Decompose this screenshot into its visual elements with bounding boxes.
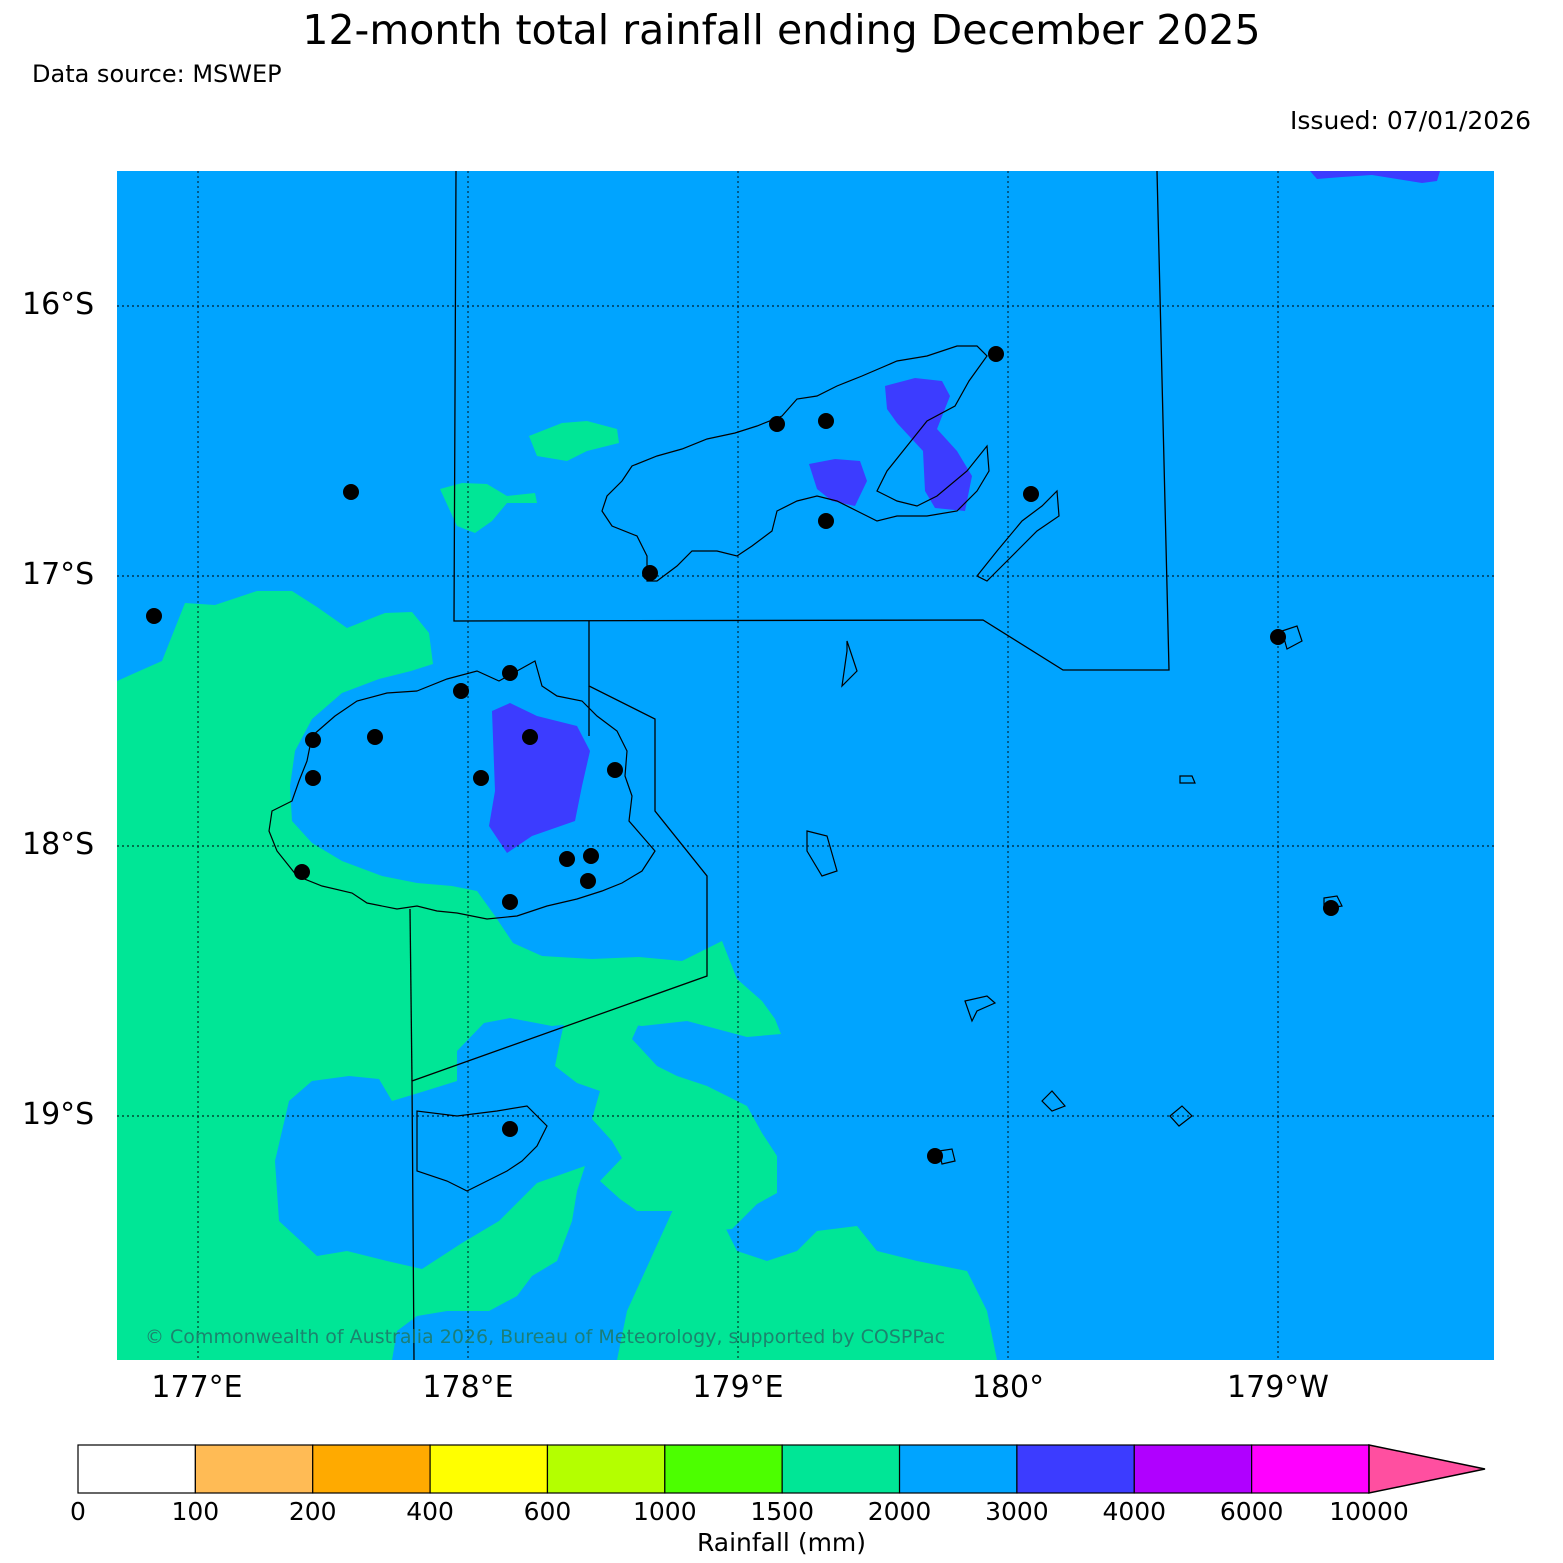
station-dot-icon: [473, 770, 489, 786]
station-dot-icon: [988, 346, 1004, 362]
station-dot-icon: [642, 565, 658, 581]
lon-label-178e: 178°E: [422, 1370, 514, 1405]
rainfall-zone-1500-2000-north-a: [529, 421, 619, 461]
boundary-line-icon: [409, 171, 1170, 1360]
colorbar-segment: [1133, 1444, 1253, 1494]
rainfall-zone-3000-4000-ne: [1310, 171, 1440, 183]
colorbar-tick-label: 600: [523, 1497, 572, 1526]
lat-label-18s: 18°S: [22, 827, 95, 862]
lon-label-179w: 179°W: [1227, 1370, 1329, 1405]
copyright-notice: © Commonwealth of Australia 2026, Bureau…: [145, 1326, 946, 1348]
lon-label-180: 180°: [971, 1370, 1045, 1405]
colorbar-tick-label: 1000: [633, 1497, 697, 1526]
rainfall-zone-2000-3000: [117, 171, 1494, 1360]
station-dot-icon: [294, 864, 310, 880]
lat-label-19s: 19°S: [22, 1097, 95, 1132]
station-dot-icon: [818, 413, 834, 429]
colorbar: [77, 1444, 1486, 1494]
station-dot-icon: [146, 608, 162, 624]
map-title: 12-month total rainfall ending December …: [302, 6, 1261, 54]
rainfall-zone-1500-2000-se: [617, 1171, 997, 1360]
issued-date: Issued: 07/01/2026: [1290, 106, 1531, 135]
station-dot-icon: [453, 683, 469, 699]
colorbar-segment: [312, 1444, 431, 1494]
station-dot-icon: [583, 848, 599, 864]
colorbar-segment: [1251, 1444, 1370, 1494]
rainfall-zone-1500-2000-west: [117, 591, 781, 1360]
rainfall-zone-1500-2000-south: [555, 971, 777, 1231]
station-dot-icon: [769, 416, 785, 432]
colorbar-tick-label: 4000: [1102, 1497, 1167, 1526]
colorbar-tick-label: 10000: [1329, 1497, 1409, 1526]
colorbar-tick-label: 2000: [867, 1497, 932, 1526]
colorbar-tick-label: 200: [288, 1497, 337, 1526]
rainfall-zone-3000-4000-vanua-levu-a: [885, 378, 972, 511]
station-dot-icon: [367, 729, 383, 745]
rainfall-zone-1500-2000-north-b: [440, 483, 537, 533]
station-dot-icon: [502, 1121, 518, 1137]
colorbar-segment: [77, 1444, 196, 1494]
station-dot-icon: [343, 484, 359, 500]
colorbar-segment: [546, 1444, 666, 1494]
colorbar-segments: [77, 1444, 1370, 1494]
station-dot-icon: [305, 732, 321, 748]
colorbar-tick-label: 3000: [985, 1497, 1049, 1526]
graticule: [117, 171, 1494, 1360]
colorbar-segment: [781, 1444, 901, 1494]
lon-label-179e: 179°E: [692, 1370, 784, 1405]
colorbar-segment: [194, 1444, 314, 1494]
station-dots: [146, 346, 1339, 1164]
colorbar-tick-label: 400: [406, 1497, 454, 1526]
rainfall-zone-3000-4000-viti-levu: [489, 703, 590, 853]
colorbar-extend-arrow: [1368, 1444, 1486, 1494]
station-dot-icon: [305, 770, 321, 786]
station-dot-icon: [927, 1148, 943, 1164]
station-dot-icon: [818, 513, 834, 529]
colorbar-segment: [1016, 1444, 1135, 1494]
colorbar-tick-label: 100: [171, 1497, 220, 1526]
station-dot-icon: [559, 851, 575, 867]
colorbar-segment: [429, 1444, 549, 1494]
station-dot-icon: [580, 873, 596, 889]
rainfall-map[interactable]: [117, 171, 1494, 1360]
colorbar-tick-label: 0: [70, 1497, 86, 1526]
coastline-icon: [268, 345, 1343, 1192]
colorbar-segment: [898, 1444, 1018, 1494]
station-dot-icon: [607, 762, 623, 778]
colorbar-segment: [664, 1444, 783, 1494]
station-dot-icon: [1270, 629, 1286, 645]
lon-label-177e: 177°E: [151, 1370, 243, 1405]
station-dot-icon: [522, 729, 538, 745]
rainfall-zone-3000-4000-vanua-levu-b: [809, 459, 867, 506]
colorbar-tick-label: 6000: [1219, 1497, 1284, 1526]
colorbar-label: Rainfall (mm): [696, 1528, 867, 1557]
lat-label-16s: 16°S: [22, 287, 95, 322]
data-source: Data source: MSWEP: [32, 60, 282, 88]
station-dot-icon: [1323, 900, 1339, 916]
station-dot-icon: [1023, 486, 1039, 502]
station-dot-icon: [502, 894, 518, 910]
colorbar-tick-label: 1500: [750, 1497, 814, 1526]
lat-label-17s: 17°S: [22, 557, 95, 592]
station-dot-icon: [502, 665, 518, 681]
